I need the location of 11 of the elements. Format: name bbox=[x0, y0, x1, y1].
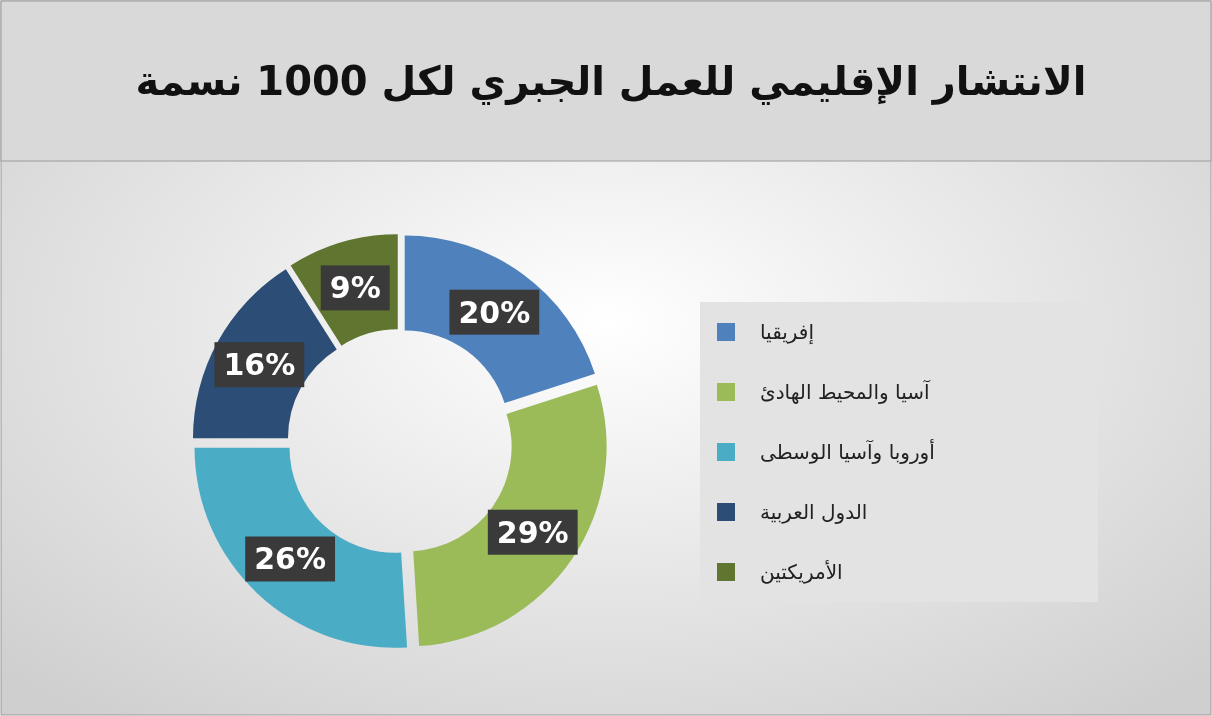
legend-label: آسيا والمحيط الهادئ bbox=[760, 379, 931, 404]
legend-label: الأمريكتين bbox=[760, 560, 843, 584]
data-label: 20% bbox=[458, 294, 531, 330]
legend-label: إفريقيا bbox=[760, 320, 814, 345]
data-label: 16% bbox=[223, 347, 296, 383]
legend-label: الدول العربية bbox=[760, 500, 868, 524]
chart-title: الانتشار الإقليمي للعمل الجبري لكل 1000 نسمة bbox=[135, 58, 1087, 105]
data-label: 29% bbox=[496, 514, 569, 550]
legend-label: أوروبا وآسيا الوسطى bbox=[760, 439, 935, 464]
data-label: 26% bbox=[254, 541, 327, 577]
data-label: 9% bbox=[329, 270, 381, 306]
